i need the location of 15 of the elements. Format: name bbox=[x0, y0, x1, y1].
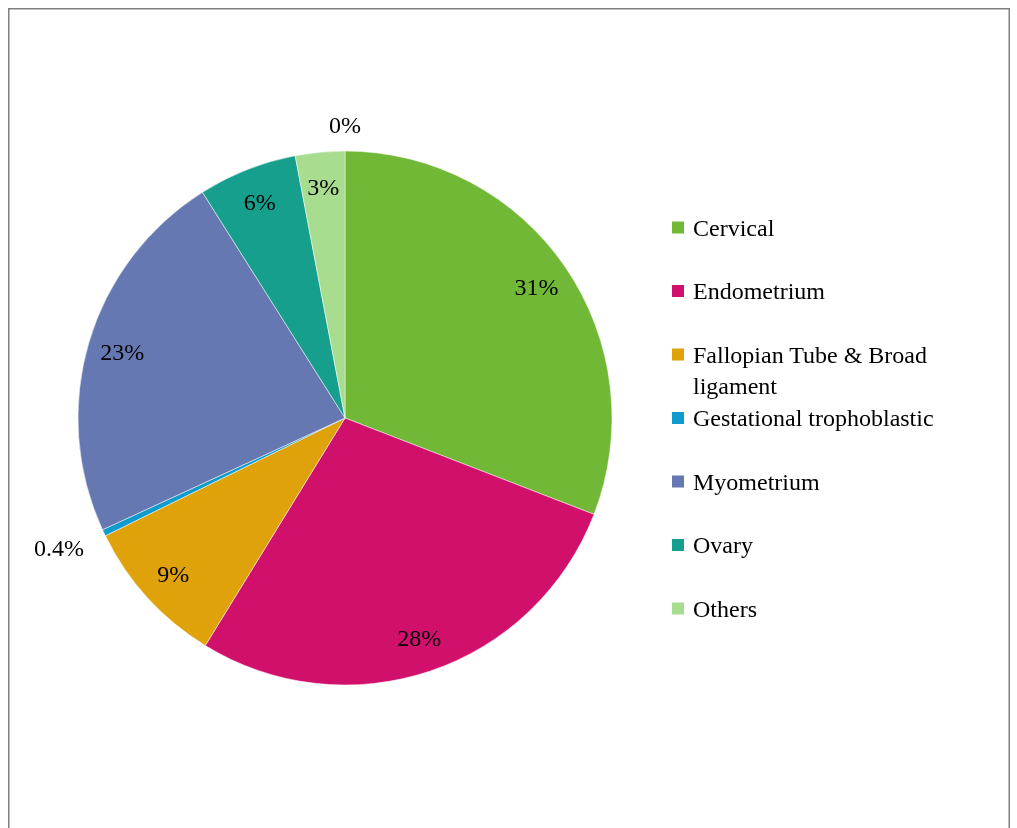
data-label: 6% bbox=[243, 188, 276, 215]
legend-label: Ovary bbox=[693, 532, 753, 558]
text: 0% bbox=[329, 112, 361, 138]
data-label: 28% bbox=[397, 625, 442, 652]
legend-label: Myometrium bbox=[693, 468, 820, 495]
legend-label: Fallopian Tube & Broad ligament bbox=[693, 341, 928, 399]
data-label: 0.4% bbox=[34, 535, 85, 562]
legend-label: Gestational trophoblastic bbox=[693, 405, 934, 431]
legend-label: Others bbox=[693, 595, 757, 622]
data-label: 3% bbox=[307, 173, 340, 200]
legend-label: Endometrium bbox=[693, 278, 826, 304]
data-label: 23% bbox=[100, 339, 145, 366]
data-label: 9% bbox=[157, 561, 190, 588]
legend-label: Cervical bbox=[693, 214, 775, 241]
data-label: 31% bbox=[514, 273, 559, 300]
